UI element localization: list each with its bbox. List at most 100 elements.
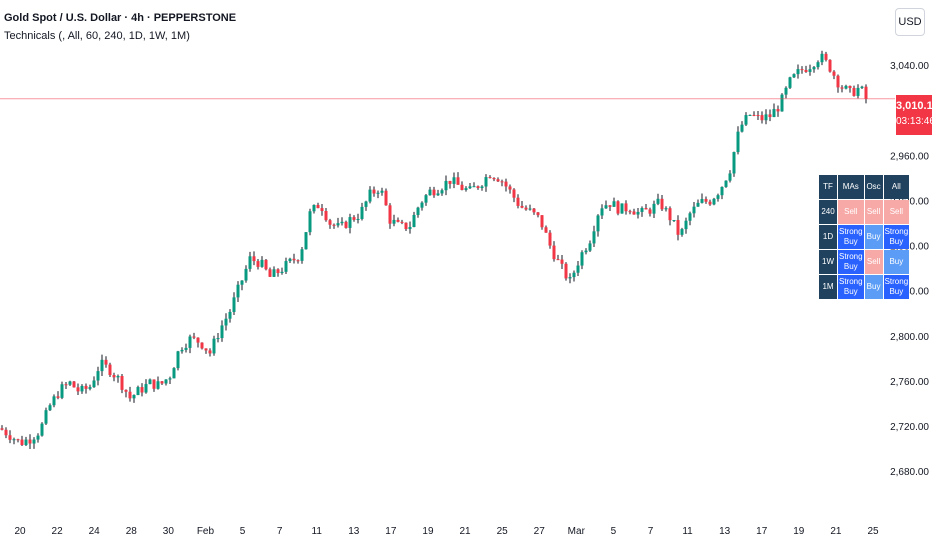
candle-body (220, 325, 224, 339)
candle-body (392, 219, 396, 224)
candle-body (380, 190, 384, 193)
x-tick-label: 22 (52, 526, 64, 537)
row-osc: Buy (864, 225, 883, 249)
last-price-value: 3,010.15 (896, 100, 932, 112)
candle-body (144, 384, 148, 393)
candle-body (496, 179, 500, 182)
candle-body (492, 178, 496, 180)
candle-body (180, 349, 184, 352)
candle-body (224, 318, 228, 326)
candle-body (112, 375, 116, 378)
candle-body (580, 252, 584, 266)
x-tick-label: 13 (719, 526, 731, 537)
chart-title: Gold Spot / U.S. Dollar · 4h · PEPPERSTO… (4, 12, 237, 24)
candle-body (268, 269, 272, 277)
candle-body (416, 207, 420, 215)
candle-body (260, 259, 264, 267)
candle-body (304, 232, 308, 250)
candle-body (236, 284, 240, 298)
table-row: 240 Sell Sell Sell (819, 200, 910, 224)
candle-body (28, 439, 32, 444)
bar-countdown: 03:13:46 (896, 116, 932, 127)
candle-body (744, 115, 748, 125)
candle-body (644, 208, 648, 210)
candle-body (680, 229, 684, 235)
candle-body (324, 210, 328, 221)
candle-body (76, 387, 80, 392)
candle-body (364, 201, 368, 207)
candle-body (344, 221, 348, 228)
candle-body (116, 375, 120, 378)
row-tf: 1D (819, 225, 837, 249)
x-tick-label: 28 (126, 526, 138, 537)
candle-body (560, 259, 564, 264)
y-axis: 2,680.00 2,720.00 2,760.00 2,800.00 2,840.00… (890, 61, 929, 478)
candle-body (280, 271, 284, 274)
y-tick-label: 2,840.00 (890, 287, 929, 298)
x-tick-label: 25 (867, 526, 879, 537)
candle-body (296, 260, 300, 262)
x-tick-label: 19 (793, 526, 805, 537)
candle-body (500, 181, 504, 183)
candle-body (176, 351, 180, 369)
candle-body (284, 261, 288, 272)
x-tick-label: 17 (385, 526, 397, 537)
candle-body (240, 280, 244, 285)
candle-body (436, 193, 440, 196)
candle-body (480, 186, 484, 188)
candle-body (288, 258, 292, 262)
last-price-label: 3,010.15 03:13:46 (896, 95, 932, 135)
candle-body (600, 208, 604, 216)
x-tick-label: 19 (422, 526, 434, 537)
candle-body (624, 203, 628, 212)
candle-body (36, 435, 40, 440)
indicator-legend[interactable]: Technicals (, All, 60, 240, 1D, 1W, 1M) (4, 30, 190, 42)
candle-body (316, 204, 320, 209)
candle-body (636, 211, 640, 215)
candle-body (584, 250, 588, 253)
candle-body (552, 245, 556, 260)
candle-body (120, 375, 124, 390)
candle-body (596, 215, 600, 232)
candle-body (704, 199, 708, 202)
candle-body (360, 206, 364, 219)
candle-body (816, 62, 820, 68)
candle-body (476, 186, 480, 188)
candle-body (464, 188, 468, 190)
currency-button[interactable]: USD (895, 8, 925, 36)
row-all: Sell (883, 200, 910, 224)
candle-body (456, 177, 460, 185)
candle-body (384, 190, 388, 206)
candle-body (768, 114, 772, 118)
candle-body (484, 177, 488, 187)
candle-body (64, 384, 68, 386)
candle-body (520, 205, 524, 208)
candle-body (772, 109, 776, 118)
candle-body (208, 350, 212, 354)
candle-body (708, 201, 712, 205)
candle-body (172, 368, 176, 379)
candle-body (796, 69, 800, 75)
candle-body (824, 53, 828, 60)
candle-body (352, 217, 356, 220)
candle-body (320, 208, 324, 211)
candle-body (460, 184, 464, 190)
candle-body (672, 219, 676, 221)
row-mas: Strong Buy (838, 225, 864, 249)
candle-body (192, 336, 196, 338)
candle-body (536, 212, 540, 216)
candles-layer (0, 50, 868, 449)
candle-body (612, 201, 616, 207)
x-tick-label: Feb (197, 526, 215, 537)
candle-body (136, 387, 140, 396)
candle-body (780, 94, 784, 112)
candle-body (748, 114, 752, 116)
candle-body (692, 206, 696, 214)
x-tick-label: 5 (611, 526, 617, 537)
candle-body (448, 180, 452, 184)
candle-body (328, 220, 332, 225)
candle-body (864, 86, 868, 99)
x-tick-label: 17 (756, 526, 768, 537)
row-all: Buy (883, 250, 910, 274)
